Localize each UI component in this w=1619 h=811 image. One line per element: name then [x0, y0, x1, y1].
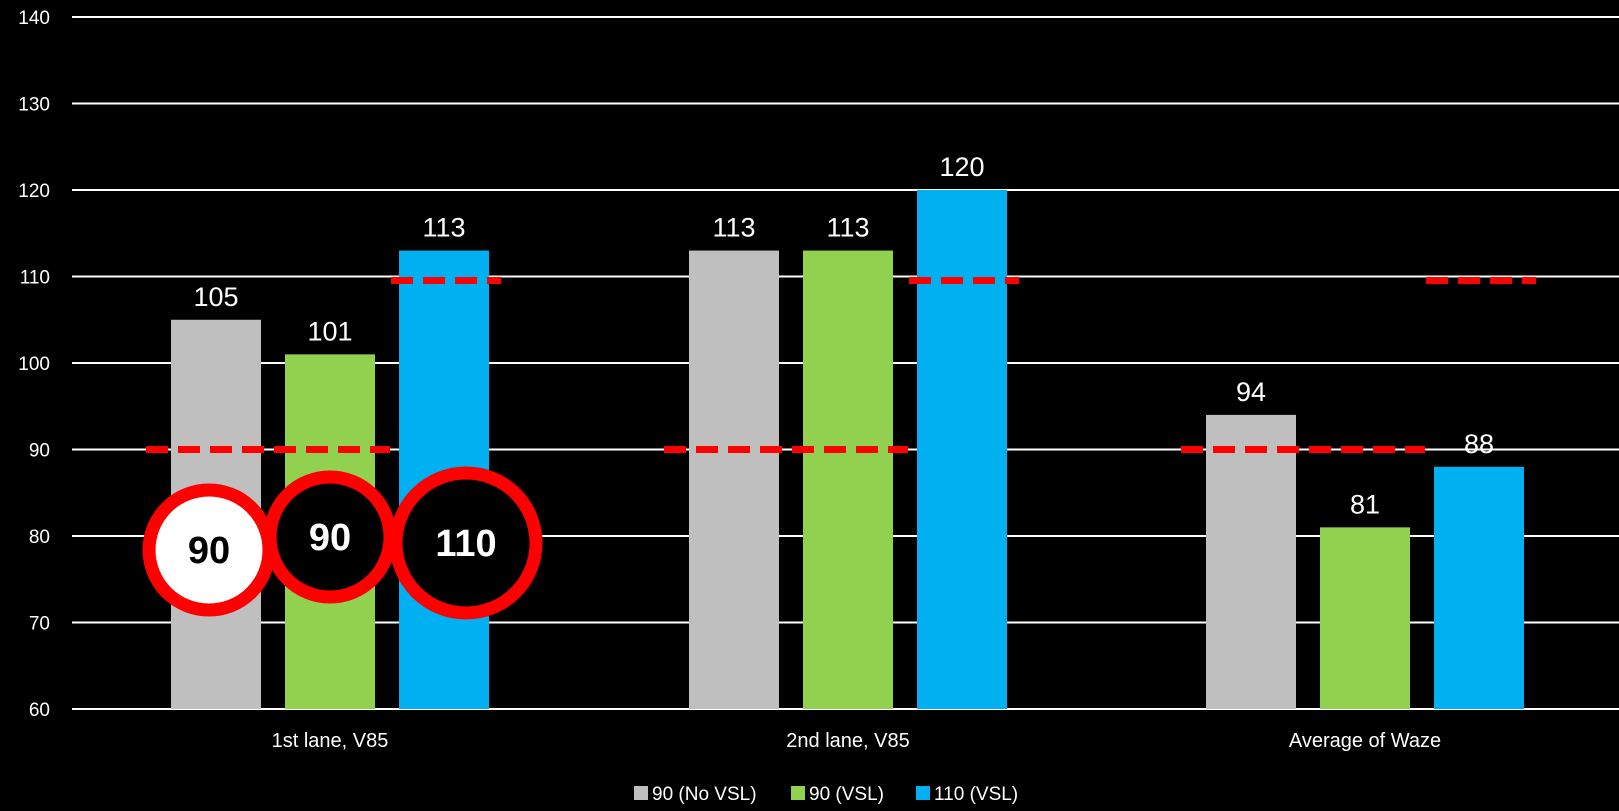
data-label: 113 [422, 213, 465, 243]
x-axis-categories: 1st lane, V85 2nd lane, V85 Average of Waz… [272, 730, 1442, 752]
data-label: 113 [826, 213, 869, 243]
data-label: 101 [307, 316, 352, 346]
bar [803, 250, 893, 710]
speed-signs: 90 90 110 [142, 466, 543, 620]
bar [1434, 466, 1524, 709]
bars [171, 190, 1524, 710]
legend-item: 90 (No VSL) [634, 784, 757, 805]
data-labels: 105 113 94 101 113 81 113 120 88 [193, 152, 1494, 519]
y-tick-label: 140 [18, 8, 50, 29]
legend-item: 90 (VSL) [791, 784, 884, 805]
x-category-label: 2nd lane, V85 [786, 730, 909, 752]
x-category-label: Average of Waze [1289, 730, 1441, 752]
legend-item: 110 (VSL) [916, 784, 1018, 805]
data-label: 81 [1350, 489, 1380, 519]
y-axis-ticks: 60 70 80 90 100 110 120 130 140 [18, 8, 50, 721]
sign-text: 90 [309, 517, 351, 559]
data-label: 120 [939, 152, 984, 182]
data-label: 94 [1236, 377, 1266, 407]
legend-swatch [916, 786, 930, 800]
legend-label: 90 (No VSL) [652, 784, 757, 805]
legend: 90 (No VSL) 90 (VSL) 110 (VSL) [634, 784, 1018, 805]
legend-swatch [791, 786, 805, 800]
y-tick-label: 110 [20, 268, 50, 289]
legend-label: 90 (VSL) [809, 784, 884, 805]
legend-swatch [634, 786, 648, 800]
bar [689, 250, 779, 710]
variable-speed-limit-sign-icon: 90 [263, 470, 397, 604]
y-tick-label: 70 [29, 614, 50, 635]
bar [917, 190, 1007, 709]
legend-label: 110 (VSL) [934, 784, 1018, 805]
variable-speed-limit-sign-icon: 110 [389, 466, 543, 620]
y-tick-label: 60 [29, 700, 50, 721]
y-tick-label: 80 [29, 527, 50, 548]
speed-limit-sign-icon: 90 [142, 483, 276, 617]
bar [1206, 414, 1296, 709]
data-label: 113 [712, 213, 755, 243]
y-tick-label: 130 [18, 95, 50, 116]
speed-limit-lines [146, 277, 1536, 453]
bar [1320, 527, 1410, 709]
data-label: 105 [193, 282, 238, 312]
y-tick-label: 100 [18, 354, 50, 375]
data-label: 88 [1464, 429, 1494, 459]
sign-text: 90 [188, 530, 230, 572]
sign-text: 110 [435, 523, 496, 565]
y-tick-label: 120 [18, 181, 50, 202]
x-category-label: 1st lane, V85 [272, 730, 389, 752]
y-tick-label: 90 [29, 441, 50, 462]
sign-ring [389, 466, 543, 620]
